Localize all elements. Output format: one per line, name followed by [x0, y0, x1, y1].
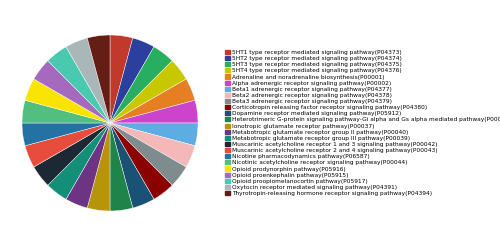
Wedge shape	[87, 35, 110, 123]
Wedge shape	[110, 38, 154, 123]
Wedge shape	[110, 123, 195, 167]
Wedge shape	[110, 79, 195, 123]
Wedge shape	[110, 35, 133, 123]
Wedge shape	[25, 123, 110, 167]
Wedge shape	[66, 123, 110, 208]
Wedge shape	[110, 123, 198, 146]
Wedge shape	[48, 47, 110, 123]
Wedge shape	[110, 61, 186, 123]
Legend: 5HT1 type receptor mediated signaling pathway(P04373), 5HT2 type receptor mediat: 5HT1 type receptor mediated signaling pa…	[224, 49, 500, 197]
Wedge shape	[34, 123, 110, 185]
Wedge shape	[22, 100, 110, 123]
Wedge shape	[110, 123, 154, 208]
Wedge shape	[48, 123, 110, 199]
Wedge shape	[34, 61, 110, 123]
Wedge shape	[22, 123, 110, 146]
Wedge shape	[110, 123, 133, 211]
Wedge shape	[66, 38, 110, 123]
Wedge shape	[110, 123, 172, 199]
Wedge shape	[110, 47, 172, 123]
Wedge shape	[110, 100, 198, 123]
Wedge shape	[87, 123, 110, 211]
Wedge shape	[25, 79, 110, 123]
Wedge shape	[110, 123, 186, 185]
